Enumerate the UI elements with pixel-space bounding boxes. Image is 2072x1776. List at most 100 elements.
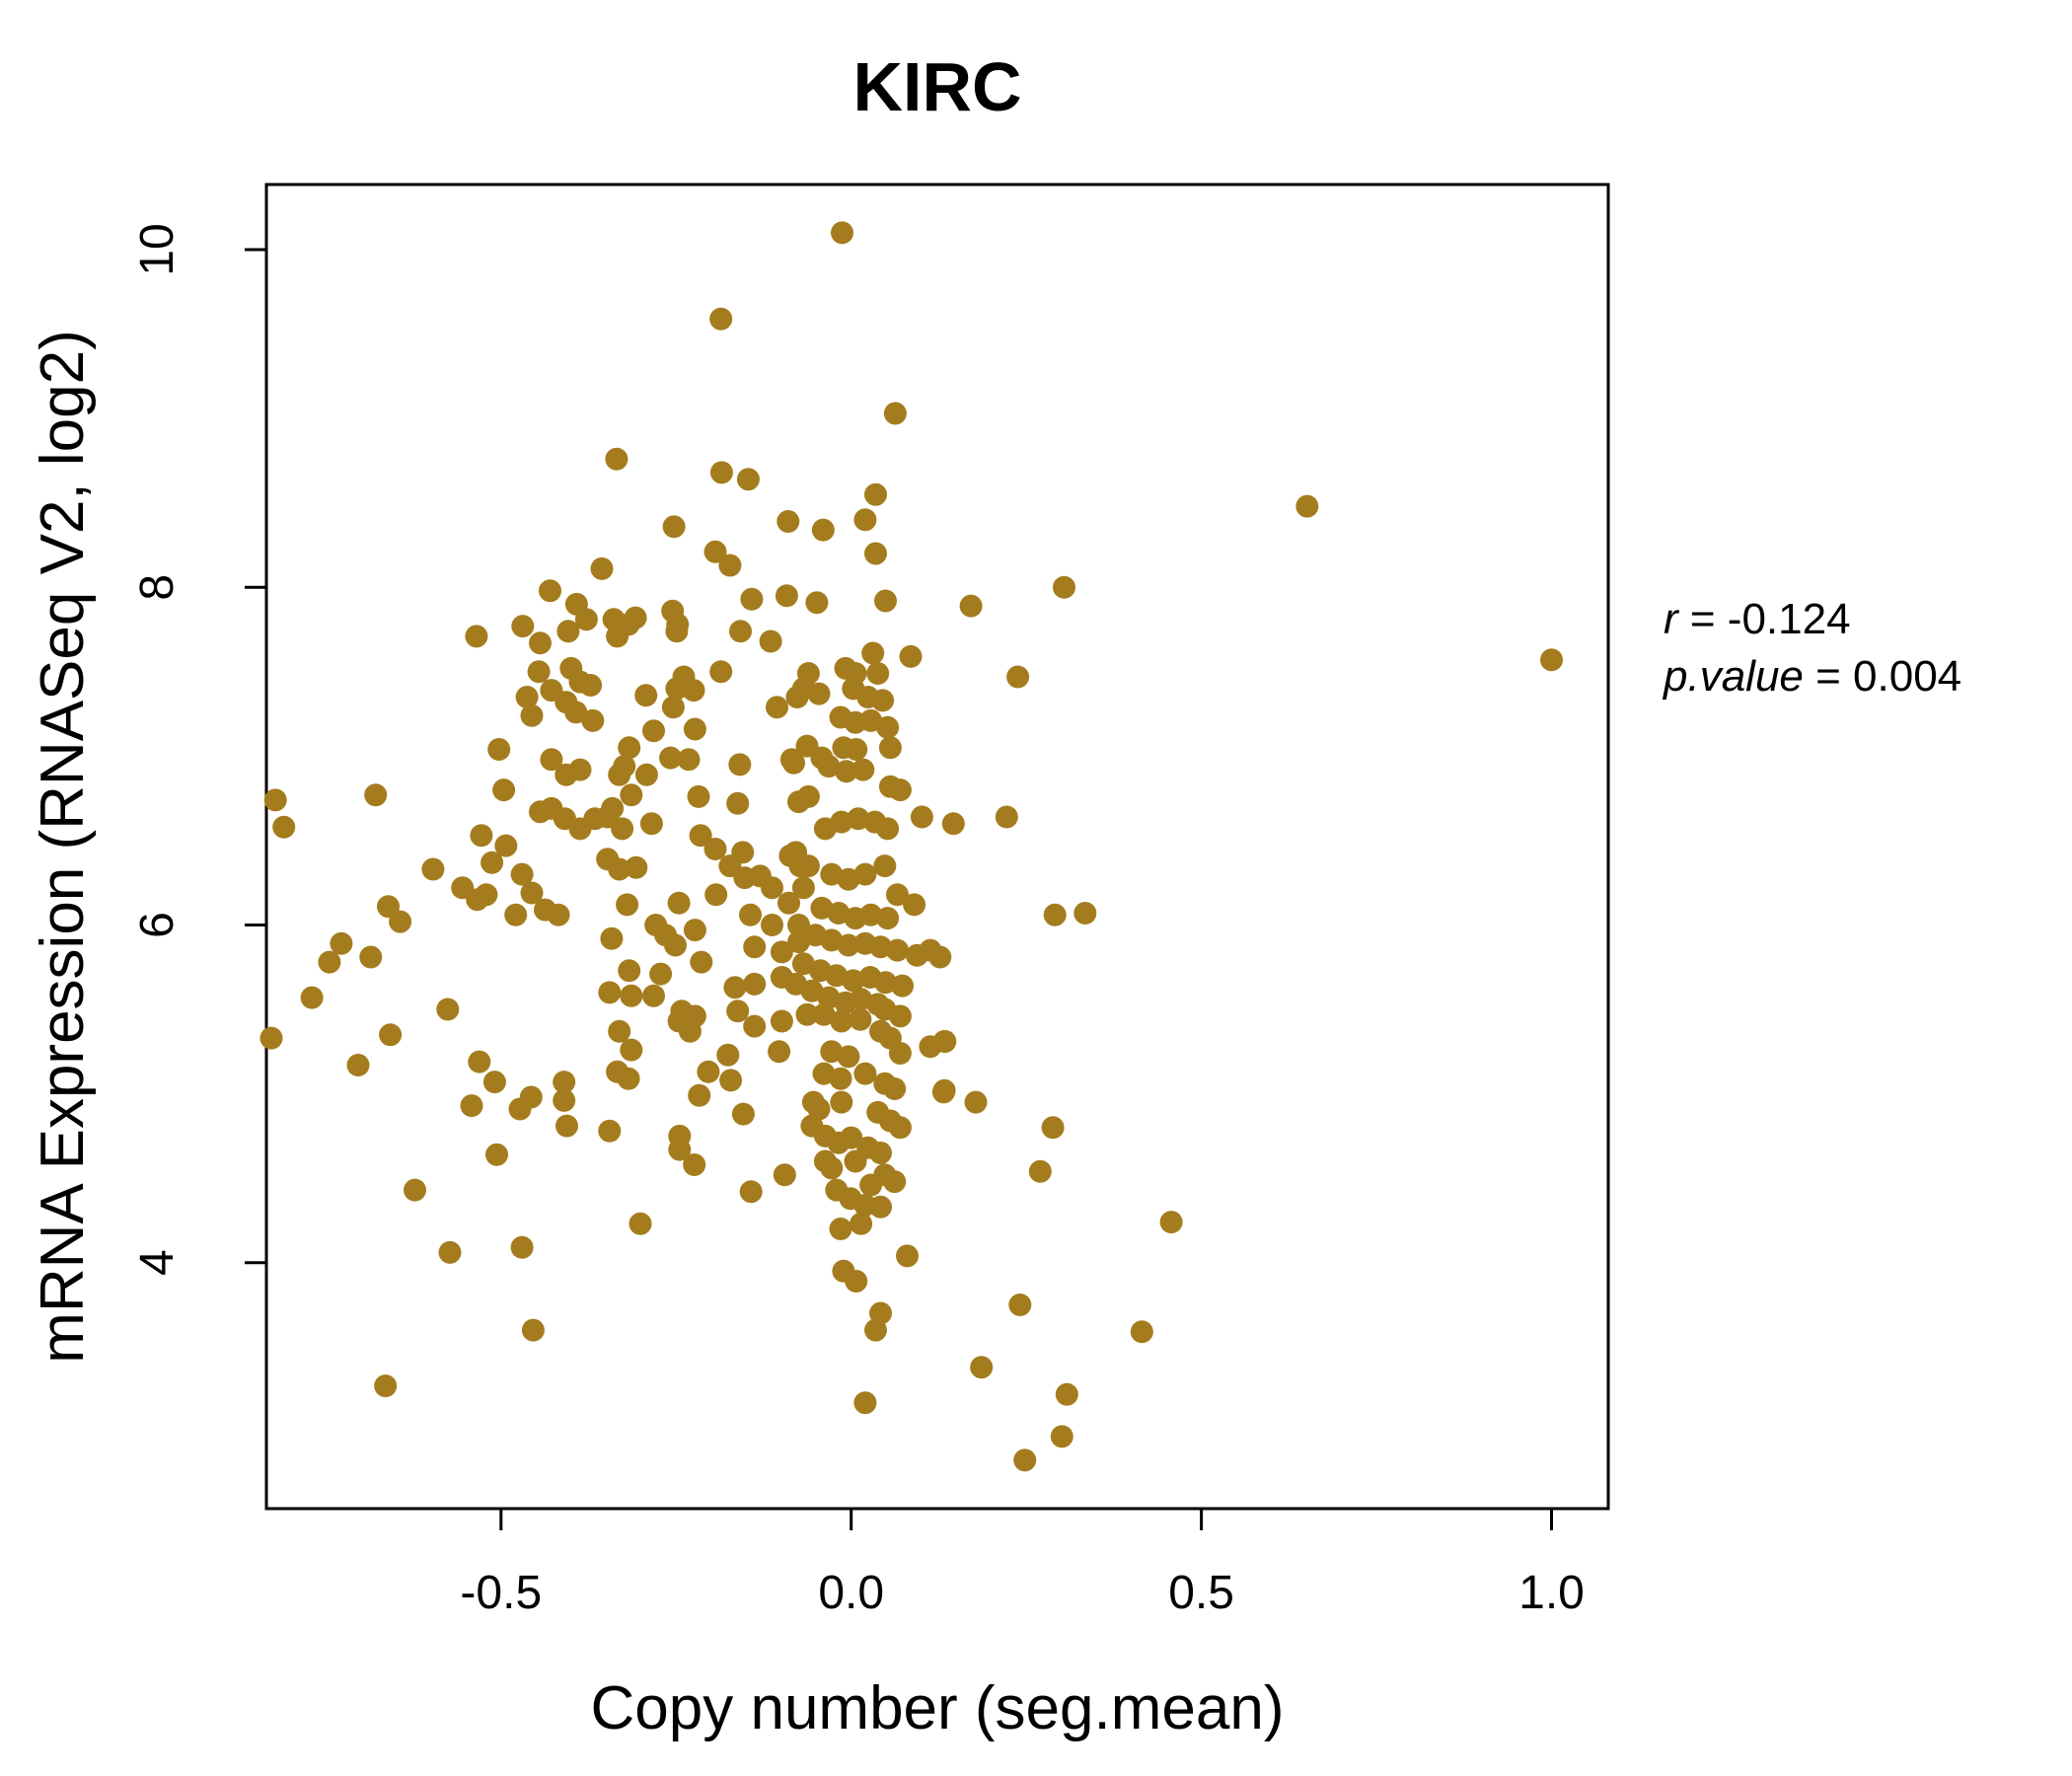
data-point <box>845 1270 868 1293</box>
data-point <box>853 1391 877 1415</box>
data-point <box>438 1240 462 1264</box>
data-point <box>568 758 592 781</box>
data-point <box>687 784 710 808</box>
data-point <box>389 910 412 933</box>
data-point <box>785 686 809 708</box>
plot-title: KIRC <box>852 48 1021 125</box>
data-point <box>866 662 890 685</box>
data-point <box>618 736 641 760</box>
data-point <box>579 674 603 697</box>
data-point <box>659 746 683 770</box>
data-point <box>634 763 658 786</box>
data-point <box>1295 494 1319 518</box>
data-point <box>743 1014 767 1038</box>
data-points-layer <box>259 221 1563 1472</box>
data-point <box>820 1156 844 1180</box>
data-point <box>729 620 752 643</box>
data-point <box>959 594 983 618</box>
data-point <box>844 1149 867 1173</box>
data-point <box>817 755 841 778</box>
data-point <box>606 625 629 648</box>
data-point <box>886 938 909 962</box>
data-point <box>899 644 923 668</box>
data-point <box>811 518 835 542</box>
data-point <box>777 510 800 533</box>
data-point <box>540 748 563 772</box>
data-point <box>704 883 728 907</box>
data-point <box>903 893 926 917</box>
data-point <box>346 1054 370 1076</box>
data-point <box>864 1318 887 1342</box>
p-value-symbol: p.value <box>1662 652 1804 701</box>
data-point <box>835 760 858 783</box>
data-point <box>941 812 965 836</box>
data-point <box>1006 665 1030 689</box>
data-point <box>840 1126 863 1149</box>
data-point <box>883 1170 907 1194</box>
data-point <box>759 629 782 653</box>
data-point <box>374 1374 398 1398</box>
data-point <box>668 1138 692 1161</box>
data-point <box>726 791 750 815</box>
correlation-r-symbol: r <box>1664 595 1680 643</box>
data-point <box>318 950 341 974</box>
data-point <box>883 402 907 425</box>
data-point <box>574 608 598 631</box>
data-point <box>718 854 742 878</box>
data-point <box>709 461 733 484</box>
data-point <box>766 696 788 719</box>
data-point <box>642 984 665 1007</box>
data-point <box>888 1116 912 1140</box>
data-point <box>871 689 895 712</box>
data-point <box>864 542 887 565</box>
data-point <box>465 625 488 648</box>
data-point <box>770 940 793 964</box>
data-point <box>608 1019 631 1043</box>
data-point <box>812 1002 836 1026</box>
data-point <box>718 554 742 577</box>
data-point <box>775 584 798 608</box>
data-point <box>511 615 535 638</box>
data-point <box>539 579 561 603</box>
data-point <box>853 1062 877 1085</box>
data-point <box>618 959 641 983</box>
data-point <box>805 591 829 615</box>
data-point <box>788 854 812 878</box>
data-point <box>521 1318 545 1342</box>
data-point <box>761 914 783 936</box>
data-point <box>665 620 689 643</box>
data-point <box>850 1212 873 1235</box>
data-point <box>667 1009 691 1033</box>
data-point <box>1159 1211 1183 1234</box>
data-point <box>830 1090 853 1114</box>
data-point <box>639 812 663 836</box>
data-point <box>830 1009 853 1033</box>
data-point <box>1073 902 1097 925</box>
correlation-r-value: = -0.124 <box>1678 595 1851 643</box>
data-point <box>873 854 897 878</box>
data-point <box>787 790 810 814</box>
data-point <box>876 907 900 930</box>
data-point <box>807 682 831 705</box>
data-point <box>831 221 853 245</box>
data-point <box>379 1023 403 1047</box>
data-point <box>504 903 528 926</box>
y-tick-label: 4 <box>131 1249 184 1276</box>
data-point <box>605 447 629 471</box>
data-point <box>590 556 614 580</box>
data-point <box>791 876 815 900</box>
data-point <box>869 1142 892 1164</box>
data-point <box>520 703 544 727</box>
data-point <box>421 857 445 881</box>
data-point <box>547 903 570 926</box>
data-point <box>481 851 504 874</box>
data-point <box>667 891 691 915</box>
data-point <box>1013 1448 1037 1472</box>
data-point <box>709 307 733 331</box>
data-point <box>598 1119 622 1143</box>
data-point <box>300 986 324 1009</box>
data-point <box>883 1077 907 1100</box>
data-point <box>620 984 643 1007</box>
x-axis-label: Copy number (seg.mean) <box>591 1674 1285 1742</box>
